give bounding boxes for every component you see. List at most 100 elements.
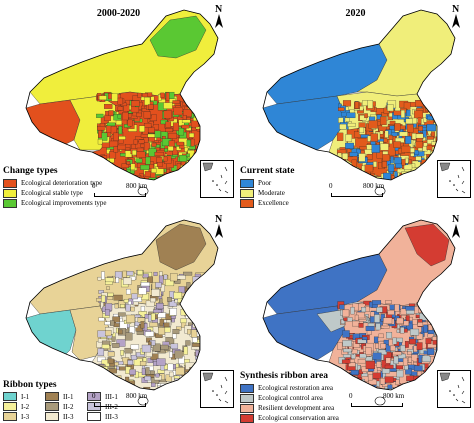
county-cell bbox=[97, 348, 105, 356]
county-cell bbox=[189, 132, 195, 138]
county-cell bbox=[179, 154, 188, 162]
county-cell bbox=[119, 366, 126, 371]
county-cell bbox=[129, 369, 136, 375]
county-cell bbox=[340, 374, 346, 382]
county-cell bbox=[343, 348, 352, 353]
county-cell bbox=[183, 346, 188, 355]
map-region bbox=[26, 99, 81, 145]
county-cell bbox=[157, 177, 163, 184]
county-cell bbox=[199, 142, 208, 149]
county-cell bbox=[176, 275, 186, 280]
county-cell bbox=[121, 175, 126, 181]
county-cell bbox=[131, 388, 141, 392]
county-cell bbox=[181, 124, 190, 129]
county-cell bbox=[124, 347, 133, 354]
county-cell bbox=[170, 273, 178, 282]
county-cell bbox=[354, 314, 359, 321]
county-cell bbox=[165, 279, 175, 287]
county-cell bbox=[105, 277, 114, 283]
county-cell bbox=[120, 304, 125, 308]
county-cell bbox=[397, 168, 405, 174]
county-cell bbox=[180, 381, 189, 389]
china-outline bbox=[25, 9, 219, 181]
county-cell bbox=[338, 165, 349, 173]
county-cell bbox=[378, 349, 387, 355]
county-cell bbox=[193, 384, 199, 390]
county-cell bbox=[417, 117, 422, 124]
county-cell bbox=[423, 324, 428, 333]
county-cell bbox=[118, 136, 126, 140]
county-cell bbox=[129, 326, 135, 334]
county-cell bbox=[185, 340, 191, 346]
county-cell bbox=[342, 309, 350, 318]
south-china-sea-inset-map bbox=[439, 162, 466, 194]
county-cell bbox=[156, 358, 166, 366]
county-cell bbox=[107, 162, 111, 168]
county-cell bbox=[117, 106, 124, 111]
county-cell bbox=[380, 116, 387, 126]
county-cell bbox=[143, 111, 151, 119]
county-cell bbox=[105, 110, 109, 116]
county-cell bbox=[390, 345, 396, 352]
county-cell bbox=[427, 333, 434, 338]
county-cell bbox=[110, 320, 115, 326]
county-cell bbox=[380, 343, 387, 349]
county-cell bbox=[192, 343, 201, 347]
panel-ribbon-types: N Ribbon types I-1 II-1 III-1 I-2 II-2 III-2 I-3… bbox=[0, 210, 237, 421]
china-map bbox=[262, 9, 456, 196]
county-cell bbox=[396, 337, 403, 343]
county-cell bbox=[121, 172, 130, 180]
county-cell bbox=[416, 333, 423, 340]
county-cell bbox=[366, 154, 373, 160]
county-cell bbox=[368, 120, 378, 129]
county-cell bbox=[152, 343, 161, 352]
legend-title: Synthesis ribbon area bbox=[240, 371, 328, 381]
county-cell bbox=[368, 174, 373, 182]
county-cell bbox=[111, 172, 119, 178]
county-cell bbox=[97, 371, 104, 377]
county-cell bbox=[352, 320, 360, 327]
county-cell bbox=[136, 112, 142, 117]
county-cell bbox=[125, 304, 131, 312]
county-cell bbox=[365, 356, 373, 362]
county-cell bbox=[414, 110, 424, 119]
county-cell bbox=[151, 288, 160, 297]
legend-label: Ecological stable type bbox=[21, 189, 83, 197]
county-cell bbox=[395, 178, 403, 183]
legend-swatch bbox=[87, 392, 101, 401]
legend-swatch bbox=[45, 402, 59, 411]
legend-label: I-2 bbox=[21, 402, 30, 411]
county-cell bbox=[376, 370, 381, 374]
county-cell bbox=[420, 169, 429, 178]
county-cell bbox=[101, 294, 106, 303]
hainan-outline bbox=[137, 396, 149, 406]
hainan-outline bbox=[374, 396, 386, 406]
county-cell bbox=[188, 173, 196, 179]
county-cell bbox=[419, 387, 427, 396]
county-cell bbox=[136, 147, 144, 152]
legend-swatch bbox=[240, 178, 254, 188]
county-cell bbox=[153, 271, 158, 276]
county-cell bbox=[426, 135, 434, 144]
legend: Change types Ecological deterioration typ… bbox=[3, 166, 107, 208]
county-cell bbox=[349, 167, 358, 172]
county-cell bbox=[173, 107, 183, 116]
county-cell bbox=[131, 293, 138, 300]
county-cell bbox=[424, 161, 433, 168]
county-cell bbox=[433, 360, 441, 366]
county-cell bbox=[127, 360, 134, 365]
county-cell bbox=[163, 102, 173, 109]
county-cell bbox=[97, 139, 103, 145]
county-cell bbox=[401, 159, 406, 166]
county-cell bbox=[191, 304, 201, 311]
county-cell bbox=[148, 314, 152, 322]
county-cell bbox=[371, 144, 380, 153]
legend-swatch bbox=[240, 403, 254, 413]
county-cell bbox=[164, 148, 168, 152]
county-cell bbox=[193, 94, 203, 100]
county-cell bbox=[186, 173, 191, 178]
county-cell bbox=[390, 156, 394, 164]
county-cell bbox=[382, 160, 388, 168]
county-cell bbox=[430, 101, 437, 107]
legend-swatch bbox=[240, 413, 254, 423]
